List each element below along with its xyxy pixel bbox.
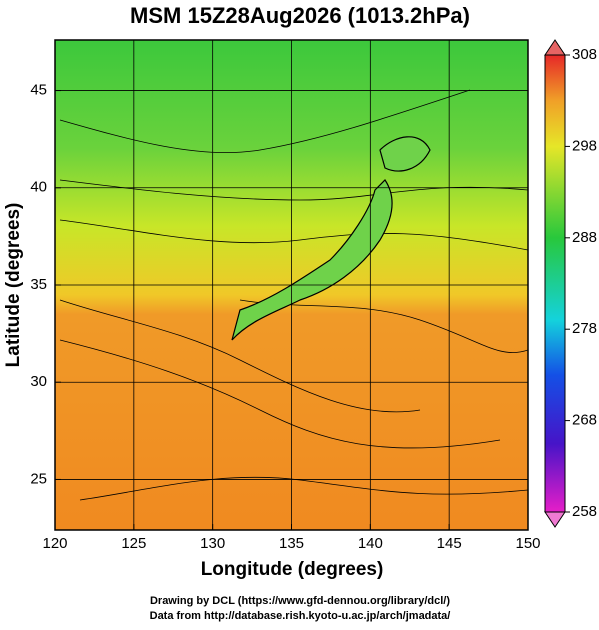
x-tick-label: 140 bbox=[358, 535, 383, 552]
colorbar-min-arrow bbox=[544, 511, 566, 528]
colorbar-tick-label: 308 bbox=[572, 46, 597, 63]
y-tick-label: 25 bbox=[30, 470, 47, 487]
colorbar-tick-label: 298 bbox=[572, 137, 597, 154]
colorbar-tick-label: 278 bbox=[572, 320, 597, 337]
colorbar-tick-label: 258 bbox=[572, 503, 597, 520]
y-tick-label: 35 bbox=[30, 276, 47, 293]
colorbar bbox=[544, 54, 566, 513]
x-tick-label: 120 bbox=[42, 535, 67, 552]
y-tick-label: 45 bbox=[30, 82, 47, 99]
colorbar-tick-label: 288 bbox=[572, 229, 597, 246]
x-axis-label: Longitude (degrees) bbox=[201, 559, 384, 580]
colorbar-max-arrow bbox=[544, 39, 566, 56]
y-tick-label: 40 bbox=[30, 179, 47, 196]
x-tick-label: 125 bbox=[121, 535, 146, 552]
coastline bbox=[231, 136, 431, 341]
y-axis-label: Latitude (degrees) bbox=[3, 203, 24, 368]
chart-title: MSM 15Z28Aug2026 (1013.2hPa) bbox=[130, 3, 470, 28]
credit: Data from http://database.rish.kyoto-u.a… bbox=[150, 610, 451, 622]
x-tick-label: 150 bbox=[515, 535, 540, 552]
x-tick-label: 130 bbox=[200, 535, 225, 552]
x-tick-label: 145 bbox=[437, 535, 462, 552]
colorbar-tick-label: 268 bbox=[572, 412, 597, 429]
x-tick-label: 135 bbox=[279, 535, 304, 552]
y-tick-label: 30 bbox=[30, 373, 47, 390]
credit: Drawing by DCL (https://www.gfd-dennou.o… bbox=[150, 595, 450, 607]
